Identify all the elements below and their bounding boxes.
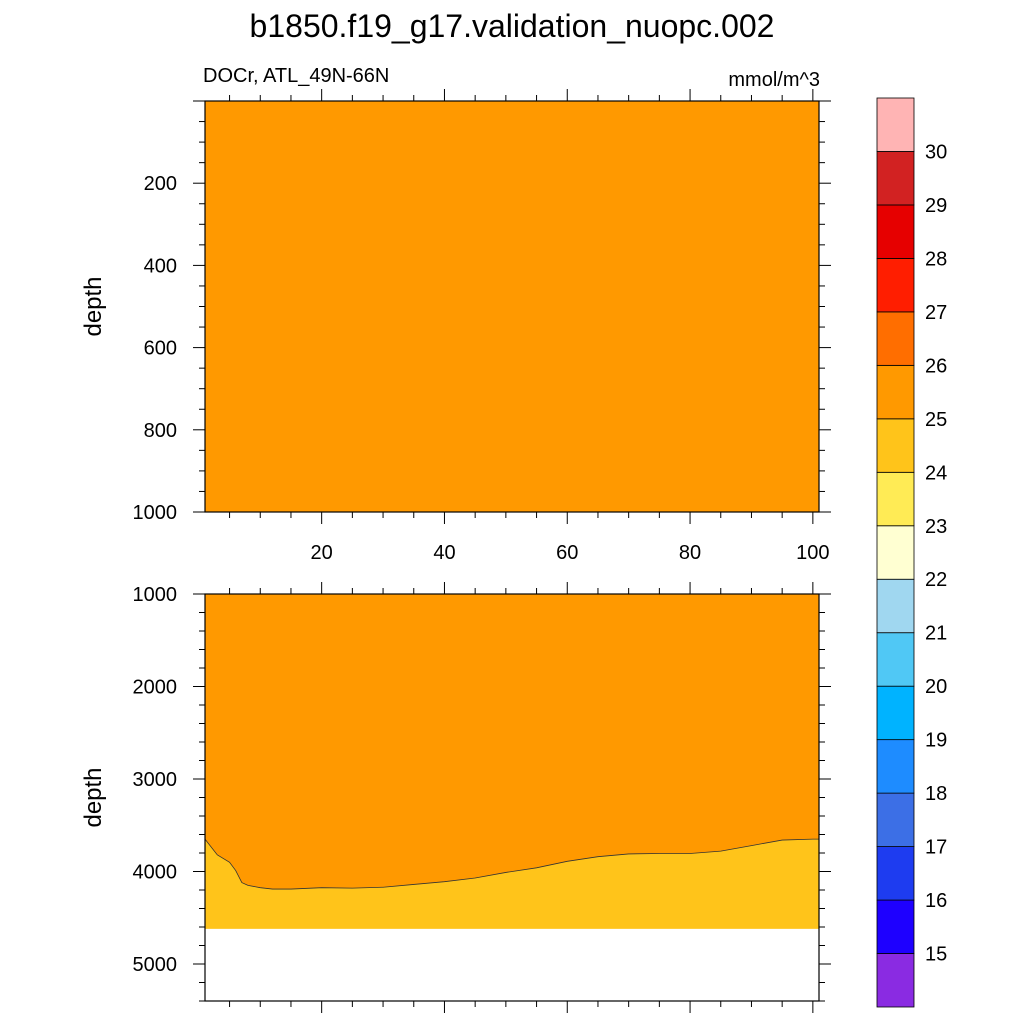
colorbar-label: 24	[925, 462, 947, 484]
colorbar-swatch	[876, 953, 915, 1008]
contour-line-25	[204, 838, 819, 890]
colorbar-label: 15	[925, 944, 947, 966]
x-tick-label: 20	[311, 542, 333, 564]
x-tick-label: 80	[679, 542, 701, 564]
y-tick-label: 3000	[133, 769, 178, 791]
colorbar-label: 22	[925, 569, 947, 591]
colorbar-label: 19	[925, 730, 947, 752]
colorbar-swatch	[876, 739, 915, 794]
band-25-26	[205, 101, 819, 512]
colorbar-swatch	[876, 151, 915, 206]
y-tick-label: 4000	[133, 862, 178, 884]
colorbar-label: 18	[925, 783, 947, 805]
colorbar-label: 26	[925, 355, 947, 377]
colorbar-label: 28	[925, 248, 947, 270]
colorbar-label: 23	[925, 516, 947, 538]
y-tick-label: 400	[144, 255, 177, 277]
y-tick-label: 800	[144, 420, 177, 442]
colorbar-swatch	[876, 364, 915, 420]
colorbar-label: 29	[925, 195, 947, 217]
colorbar-swatch	[876, 471, 915, 527]
colorbar-swatch	[876, 899, 915, 954]
x-tick-label: 40	[433, 542, 455, 564]
colorbar-label: 21	[925, 623, 947, 645]
y-axis-label: depth	[80, 767, 107, 827]
x-tick-label: 100	[796, 542, 829, 564]
colorbar-swatch	[876, 685, 915, 741]
colorbar-label: 30	[925, 141, 947, 163]
lower-panel: 1000 2000 3000 4000 5000 depth	[80, 582, 831, 1013]
colorbar-swatch	[876, 418, 915, 473]
colorbar-label: 27	[925, 302, 947, 324]
band-25-26	[205, 594, 819, 890]
colorbar-swatch	[876, 311, 915, 366]
colorbar-label: 17	[925, 837, 947, 859]
y-tick-label: 1000	[133, 502, 178, 524]
colorbar-swatch	[876, 97, 915, 152]
colorbar: 15 16 17 18 19 20 21 22 23 24 25 26 27 28 29 30	[876, 97, 947, 1008]
colorbar-swatch	[876, 846, 915, 901]
y-axis-label: depth	[80, 276, 107, 336]
chart-title: b1850.f19_g17.validation_nuopc.002	[250, 8, 775, 44]
y-tick-label: 1000	[133, 584, 178, 606]
y-tick-label: 2000	[133, 677, 178, 699]
colorbar-swatch	[876, 632, 915, 687]
y-tick-label: 600	[144, 338, 177, 360]
units-label: mmol/m^3	[728, 69, 820, 91]
panel-subtitle: DOCr, ATL_49N-66N	[203, 65, 389, 87]
y-tick-label: 5000	[133, 954, 178, 976]
y-tick-label: 200	[144, 173, 177, 195]
colorbar-swatch	[876, 204, 915, 259]
colorbar-swatch	[876, 258, 915, 313]
colorbar-label: 25	[925, 409, 947, 431]
colorbar-label: 16	[925, 890, 947, 912]
colorbar-swatch	[876, 525, 915, 580]
colorbar-label: 20	[925, 676, 947, 698]
colorbar-swatch	[876, 792, 915, 847]
x-tick-label: 60	[556, 542, 578, 564]
upper-panel: 20 40 60 80 100 200 400 600 800 1000 depth	[80, 89, 831, 564]
colorbar-swatch	[876, 578, 915, 634]
